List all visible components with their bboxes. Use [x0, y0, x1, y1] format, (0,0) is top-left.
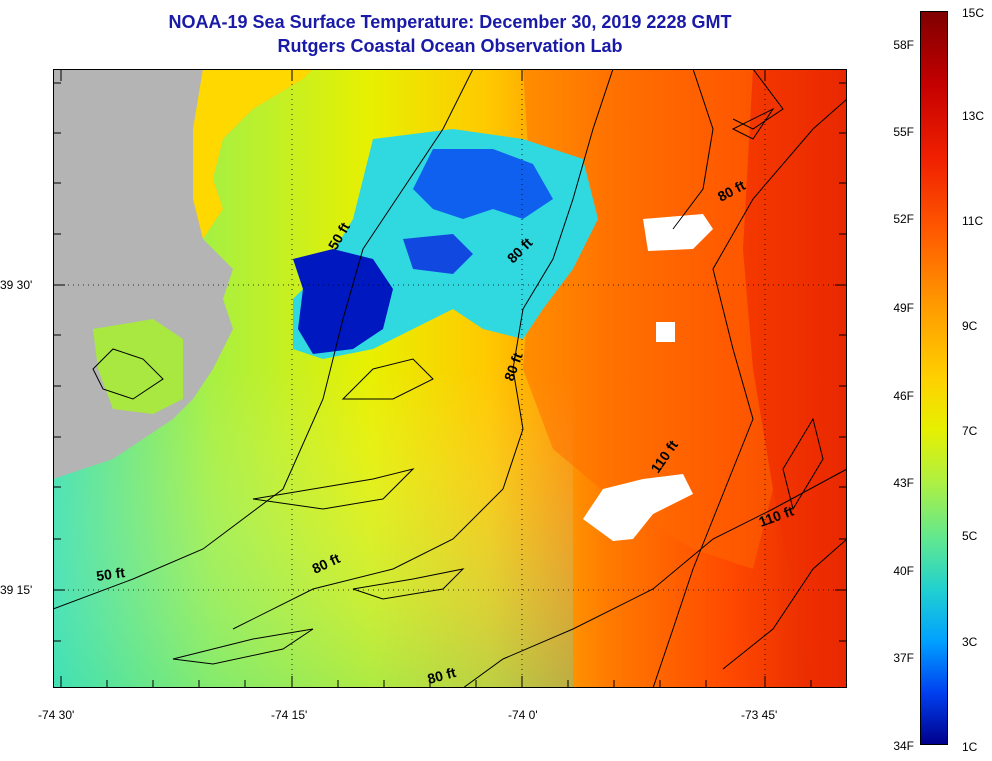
contour-label: 50 ft: [95, 564, 126, 584]
contour-line: [341, 358, 434, 400]
latitude-label: 39 15': [0, 583, 33, 597]
coastal-water-strip: [193, 69, 313, 239]
colorbar-celsius-label: 3C: [962, 635, 978, 649]
colorbar-celsius-label: 7C: [962, 424, 978, 438]
colorbar-celsius-label: 13C: [962, 109, 985, 123]
contour-line: [722, 538, 847, 670]
colorbar-fahrenheit-label: 43F: [893, 476, 914, 490]
map-title: NOAA-19 Sea Surface Temperature: Decembe…: [168, 12, 732, 32]
colorbar-celsius-label: 1C: [962, 740, 978, 754]
bathymetry-contours: [53, 69, 847, 688]
contour-line: [252, 468, 415, 510]
axis-ticks: [53, 69, 847, 688]
contour-line: [352, 568, 465, 600]
contour-label: 80 ft: [426, 664, 458, 687]
longitude-label: -74 0': [508, 708, 538, 722]
colorbar-fahrenheit-label: 40F: [893, 564, 914, 578]
cold-water-patch: [403, 234, 473, 274]
latitude-label: 39 30': [0, 278, 33, 292]
cloud-mask: [583, 474, 693, 541]
coastal-water: [93, 319, 183, 414]
colorbar-fahrenheit-label: 55F: [893, 125, 914, 139]
colorbar-celsius-label: 11C: [962, 214, 984, 228]
cloud-mask: [656, 322, 675, 342]
cold-water-region: [413, 149, 553, 219]
longitude-label: -74 30': [38, 708, 75, 722]
colorbar-celsius-label: 5C: [962, 529, 978, 543]
longitude-label: -73 45': [741, 708, 778, 722]
colorbar-fahrenheit-label: 58F: [893, 38, 914, 52]
contour-line: [92, 348, 164, 400]
sst-map: 50 ft 80 ft 80 ft 80 ft 110 ft 110 ft 50…: [53, 69, 847, 688]
colorbar-fahrenheit-label: 49F: [893, 301, 914, 315]
contour-line: [652, 98, 847, 688]
colorbar-fahrenheit-label: 52F: [893, 212, 914, 226]
colorbar-celsius-label: 15C: [962, 6, 985, 20]
colorbar-fahrenheit-label: 46F: [893, 389, 914, 403]
contour-line: [731, 107, 775, 140]
contour-line: [172, 628, 314, 665]
graticule: [53, 69, 847, 688]
contour-line: [232, 69, 614, 630]
colorbar-celsius-label: 9C: [962, 319, 978, 333]
colorbar-fahrenheit-label: 34F: [893, 739, 914, 753]
temperature-colorbar: [920, 11, 948, 745]
map-frame: [53, 69, 847, 688]
cloud-mask: [643, 214, 713, 251]
contour-line: [462, 468, 847, 688]
contour-line: [782, 417, 824, 511]
longitude-label: -74 15': [271, 708, 308, 722]
contour-line: [53, 69, 474, 610]
map-subtitle: Rutgers Coastal Ocean Observation Lab: [277, 36, 623, 56]
contour-line: [672, 69, 714, 230]
colorbar-fahrenheit-label: 37F: [893, 651, 914, 665]
warm-water-region: [743, 69, 847, 688]
coldest-water-region: [293, 249, 393, 354]
